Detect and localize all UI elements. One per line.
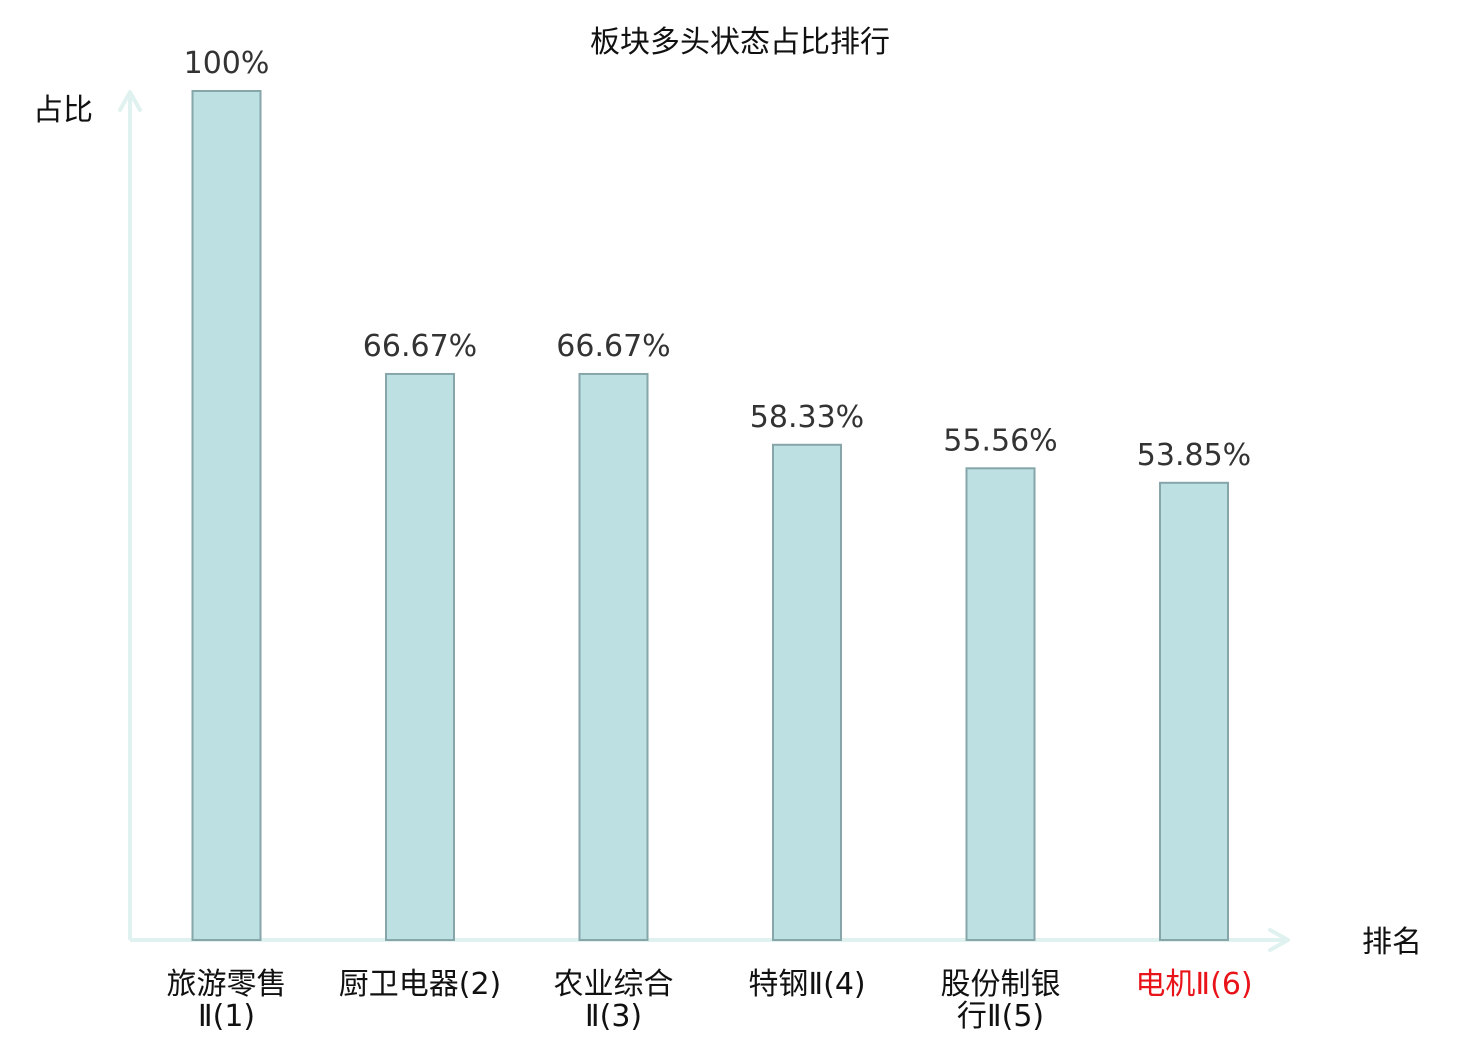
category-label: 厨卫电器(2) — [339, 967, 502, 1002]
value-labels-group: 100% 66.67% 66.67% 58.33% 55.56% 53.85% — [184, 46, 1252, 473]
chart-title: 板块多头状态占比排行 — [590, 25, 890, 60]
value-label: 53.85% — [1137, 438, 1251, 473]
value-label: 55.56% — [943, 423, 1057, 458]
category-label: 行Ⅱ(5) — [957, 999, 1044, 1034]
bar — [385, 372, 455, 942]
x-axis-label: 排名 — [1362, 925, 1422, 960]
y-axis-label: 占比 — [33, 93, 93, 128]
y-axis-arrow — [118, 90, 142, 112]
category-label: 特钢Ⅱ(4) — [748, 967, 865, 1002]
value-label: 100% — [184, 46, 270, 81]
category-label: 电机Ⅱ(6) — [1135, 967, 1252, 1002]
category-label: 农业综合 — [554, 967, 674, 1002]
bars-group — [191, 90, 1229, 942]
value-label: 66.67% — [363, 329, 477, 364]
bar — [965, 467, 1036, 941]
bar — [191, 90, 262, 941]
axes — [118, 90, 1290, 952]
bar — [578, 372, 649, 942]
category-label: Ⅱ(3) — [585, 999, 642, 1034]
value-label: 66.67% — [556, 329, 670, 364]
category-label: 旅游零售 — [167, 967, 287, 1002]
x-axis-arrow — [1268, 928, 1290, 952]
bar — [772, 443, 842, 941]
category-label: 股份制银 — [941, 967, 1061, 1002]
bar — [1159, 481, 1229, 941]
value-label: 58.33% — [750, 400, 864, 435]
category-label: Ⅱ(1) — [198, 999, 255, 1034]
